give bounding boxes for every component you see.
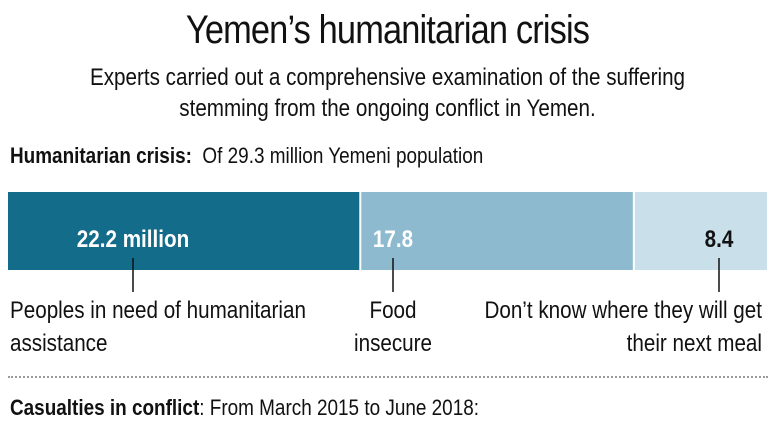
dotted-divider [8,376,768,378]
casualties-heading-text: : From March 2015 to June 2018: [199,395,480,420]
casualties-heading: Casualties in conflict: From March 2015 … [10,395,479,421]
subtitle-line-1: Experts carried out a comprehensive exam… [89,64,686,91]
segment-category-label-3-line-1: Don’t know where they will get [484,297,762,324]
segment-value-label-3: 8.4 [705,226,734,253]
section-heading-text: Of 29.3 million Yemeni population [202,143,484,168]
bar-segment-1 [8,192,361,270]
segment-value-label-1: 22.2 million [77,226,189,253]
section-heading-bold: Humanitarian crisis: [10,143,192,168]
chart-subtitle: Experts carried out a comprehensive exam… [54,62,721,124]
segment-category-label-3-line-2: their next meal [627,330,762,357]
section-heading: Humanitarian crisis: Of 29.3 million Yem… [10,143,483,169]
subtitle-line-2: stemming from the ongoing conflict in Ye… [179,95,596,122]
segment-value-label-2: 17.8 [373,226,413,253]
casualties-heading-bold: Casualties in conflict [10,395,200,420]
chart-title: Yemen’s humanitarian crisis [185,8,590,52]
segment-category-label-2-line-2: insecure [354,330,432,357]
segment-category-label-1-line-1: Peoples in need of humanitarian [10,297,306,324]
bar-segment-3 [633,192,767,270]
segment-category-label-2-line-1: Food [369,297,416,324]
bar-segment-2 [360,192,634,270]
segment-category-label-1-line-2: assistance [10,330,107,357]
